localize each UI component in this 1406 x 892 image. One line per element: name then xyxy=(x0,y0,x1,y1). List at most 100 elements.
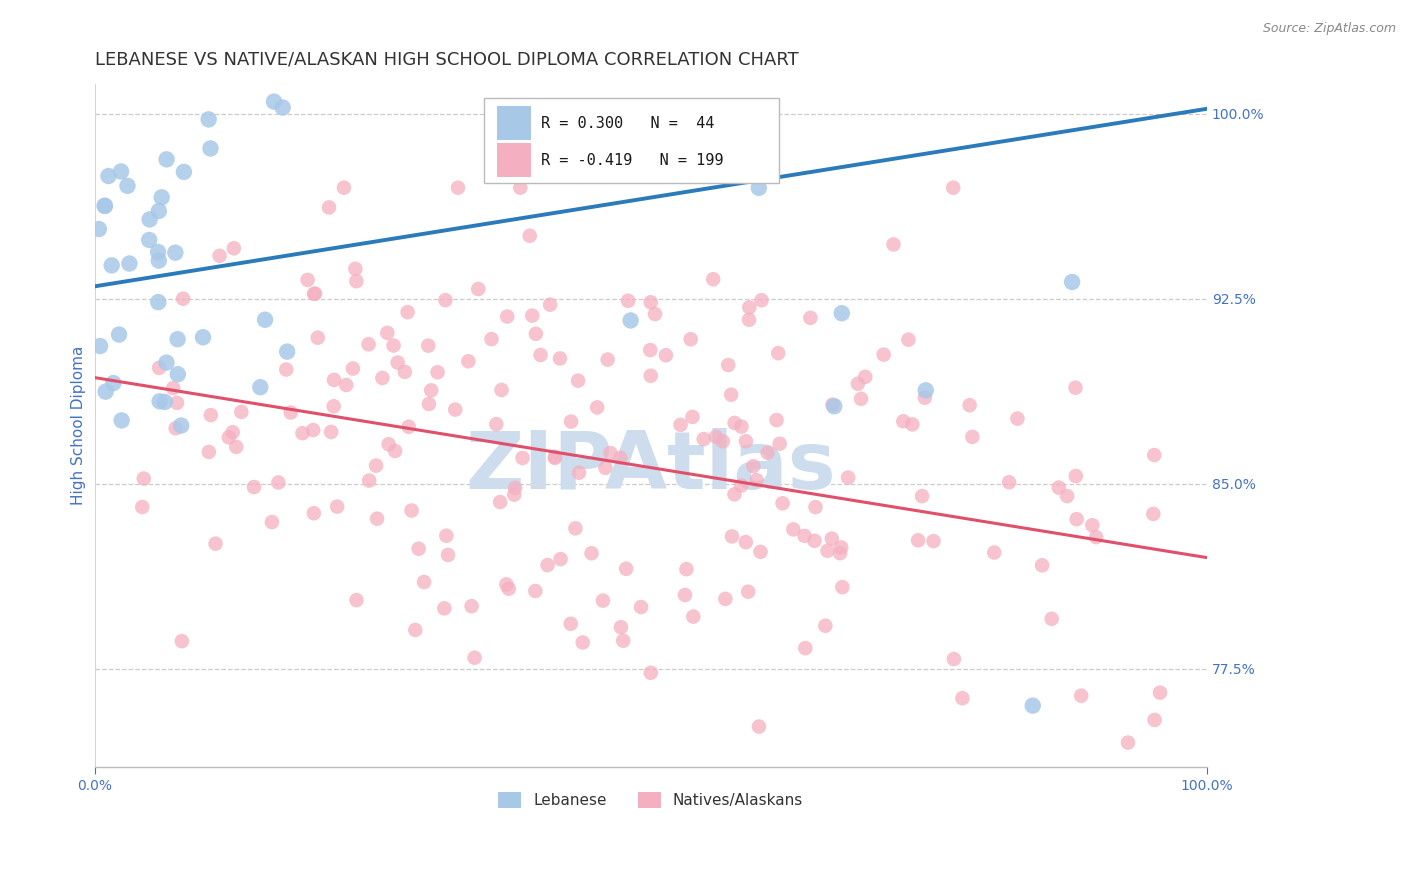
Point xyxy=(640,368,662,383)
Point xyxy=(1085,530,1108,544)
Point xyxy=(586,401,609,415)
Point xyxy=(882,237,904,252)
Point xyxy=(162,381,184,395)
Point xyxy=(914,391,936,405)
Point xyxy=(166,396,188,410)
Point xyxy=(495,577,517,591)
Point xyxy=(897,333,920,347)
Point xyxy=(711,434,734,449)
Point xyxy=(1062,275,1084,289)
Point xyxy=(630,600,652,615)
Point xyxy=(153,395,176,409)
Point xyxy=(249,380,271,394)
Point xyxy=(108,327,131,342)
Point xyxy=(730,478,752,492)
Point xyxy=(382,338,405,352)
Point xyxy=(94,199,117,213)
Point xyxy=(344,274,367,288)
Point xyxy=(803,533,825,548)
Point xyxy=(821,398,844,412)
Point xyxy=(263,95,285,109)
Point xyxy=(198,445,221,459)
Point xyxy=(503,488,526,502)
Point xyxy=(197,112,219,127)
Point xyxy=(655,348,678,362)
Point xyxy=(962,430,984,444)
Point xyxy=(567,374,589,388)
Point xyxy=(97,169,120,183)
Point xyxy=(738,301,761,315)
Point xyxy=(165,245,187,260)
Point xyxy=(503,481,526,495)
Point xyxy=(793,529,815,543)
Point xyxy=(404,623,426,637)
Point xyxy=(704,430,727,444)
Point xyxy=(1081,518,1104,533)
Point xyxy=(149,394,172,409)
Text: LEBANESE VS NATIVE/ALASKAN HIGH SCHOOL DIPLOMA CORRELATION CHART: LEBANESE VS NATIVE/ALASKAN HIGH SCHOOL D… xyxy=(94,51,799,69)
Point xyxy=(612,633,634,648)
Point xyxy=(717,358,740,372)
Point xyxy=(756,446,779,460)
Point xyxy=(942,180,965,194)
Point xyxy=(467,282,489,296)
Point xyxy=(950,691,973,706)
Point xyxy=(221,425,243,440)
Point xyxy=(398,419,420,434)
Point xyxy=(170,634,193,648)
Point xyxy=(564,521,586,535)
Point xyxy=(103,376,125,390)
Point xyxy=(1047,481,1070,495)
Point xyxy=(560,616,582,631)
Point xyxy=(218,430,240,444)
Point xyxy=(640,665,662,680)
Point xyxy=(89,339,111,353)
Point xyxy=(434,293,457,308)
Point xyxy=(326,500,349,514)
Point xyxy=(748,720,770,734)
Point xyxy=(804,500,827,515)
Point xyxy=(560,415,582,429)
Point xyxy=(891,414,914,428)
Point xyxy=(1143,448,1166,462)
Point xyxy=(243,480,266,494)
Point xyxy=(620,313,643,327)
Point xyxy=(131,500,153,514)
Point xyxy=(617,293,640,308)
Point xyxy=(548,351,571,366)
Point xyxy=(1064,381,1087,395)
Point xyxy=(200,141,222,155)
Text: ZIPAtlas: ZIPAtlas xyxy=(465,427,837,506)
Point xyxy=(640,295,662,310)
Point xyxy=(1022,698,1045,713)
Point xyxy=(592,593,614,607)
FancyBboxPatch shape xyxy=(498,106,530,140)
Point xyxy=(509,180,531,194)
Point xyxy=(146,244,169,259)
Point xyxy=(138,212,160,227)
Point xyxy=(568,466,591,480)
Point xyxy=(297,273,319,287)
Point xyxy=(260,515,283,529)
Point xyxy=(401,503,423,517)
Point xyxy=(304,286,326,301)
Point xyxy=(204,537,226,551)
Point xyxy=(302,286,325,301)
Point xyxy=(512,450,534,465)
Point xyxy=(318,201,340,215)
Point xyxy=(745,473,768,487)
FancyBboxPatch shape xyxy=(498,143,530,178)
Point xyxy=(150,190,173,204)
Point xyxy=(291,426,314,441)
Point xyxy=(679,332,702,346)
Point xyxy=(524,584,547,599)
Point xyxy=(165,421,187,435)
Point xyxy=(357,337,380,351)
Point xyxy=(682,609,704,624)
Point xyxy=(849,392,872,406)
Point xyxy=(669,417,692,432)
Point xyxy=(581,546,603,560)
Point xyxy=(959,398,981,412)
Point xyxy=(610,620,633,634)
Point xyxy=(742,459,765,474)
